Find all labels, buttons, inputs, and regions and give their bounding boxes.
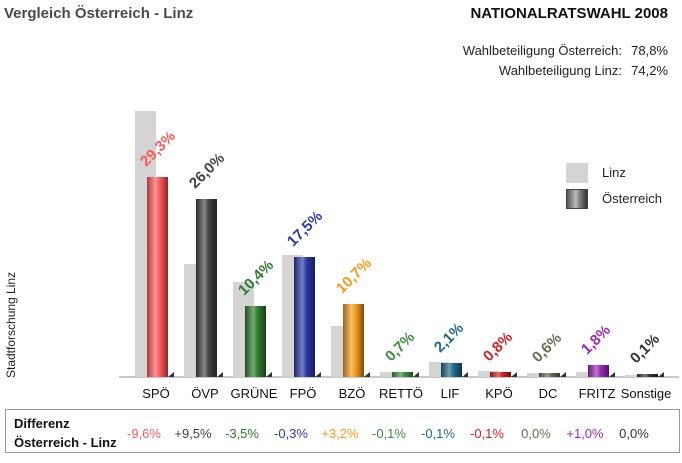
category-label-lif: LIF [440, 386, 460, 401]
value-label-fritz: 1,8% [577, 321, 615, 358]
difference-value-fpoe: -0,3% [274, 426, 308, 441]
value-label-dc: 0,6% [528, 329, 566, 366]
turnout-austria: Wahlbeteiligung Österreich: 78,8% [463, 43, 668, 58]
bar-oesterreich-oevp [196, 199, 217, 377]
bar-shadow [364, 372, 370, 377]
turnout-austria-value: 78,8% [631, 43, 668, 58]
difference-table: Differenz Österreich - Linz -9,6% +9,5% -3… [5, 409, 680, 453]
difference-value-sonstige: 0,0% [619, 426, 649, 441]
category-label-kpoe: KPÖ [485, 386, 513, 401]
bar-shadow [315, 372, 321, 377]
difference-value-spoe: -9,6% [127, 426, 161, 441]
x-axis-baseline [119, 376, 679, 378]
value-label-lif: 2,1% [430, 319, 468, 356]
category-label-rettoe: RETTÖ [378, 386, 424, 401]
difference-value-rettoe: -0,1% [372, 426, 406, 441]
bar-shadow [658, 372, 664, 377]
value-label-oevp: 26,0% [185, 150, 229, 193]
bar-shadow [266, 372, 272, 377]
difference-value-bzoe: +3,2% [321, 426, 359, 441]
difference-label-line1: Differenz [14, 416, 70, 431]
value-label-sonstige: 0,1% [626, 330, 664, 367]
value-label-bzoe: 10,7% [332, 254, 376, 297]
turnout-austria-label: Wahlbeteiligung Österreich: [462, 43, 622, 58]
category-label-oevp: ÖVP [191, 386, 219, 401]
category-label-fritz: FRITZ [578, 386, 616, 401]
legend-label-oesterreich: Österreich [602, 191, 662, 206]
bar-shadow [168, 372, 174, 377]
bar-oesterreich-spoe [147, 176, 168, 377]
bar-oesterreich-fpoe [294, 257, 315, 377]
chart-title: Vergleich Österreich - Linz [4, 5, 194, 22]
bar-shadow [217, 372, 223, 377]
bar-shadow [609, 372, 615, 377]
bar-oesterreich-kpoe [490, 371, 511, 377]
difference-label-line2: Österreich - Linz [14, 435, 117, 450]
bar-oesterreich-gruene [245, 305, 266, 377]
bar-shadow [560, 372, 566, 377]
value-label-rettoe: 0,7% [381, 329, 419, 366]
turnout-linz-label: Wahlbeteiligung Linz: [498, 63, 622, 78]
value-label-fpoe: 17,5% [283, 208, 327, 251]
bar-oesterreich-lif [441, 362, 462, 377]
bar-shadow [511, 372, 517, 377]
category-label-sonstige: Sonstige [620, 386, 672, 401]
turnout-linz: Wahlbeteiligung Linz: 74,2% [499, 63, 668, 78]
difference-value-dc: 0,0% [521, 426, 551, 441]
category-label-fpoe: FPÖ [289, 386, 317, 401]
difference-value-fritz: +1,0% [566, 426, 604, 441]
bar-shadow [413, 372, 419, 377]
bar-oesterreich-bzoe [343, 303, 364, 377]
bar-linz-rettoe [380, 371, 401, 377]
value-label-kpoe: 0,8% [479, 328, 517, 365]
turnout-linz-value: 74,2% [631, 63, 668, 78]
bar-oesterreich-dc [539, 372, 560, 377]
bar-linz-sonstige [625, 375, 646, 377]
bar-oesterreich-fritz [588, 364, 609, 377]
bar-linz-dc [527, 372, 548, 377]
category-label-bzoe: BZÖ [338, 386, 366, 401]
bar-oesterreich-sonstige [637, 374, 658, 377]
value-label-gruene: 10,4% [234, 256, 278, 299]
bar-linz-kpoe [478, 370, 499, 377]
bar-oesterreich-rettoe [392, 372, 413, 377]
difference-value-lif: -0,1% [421, 426, 455, 441]
election-title: NATIONALRATSWAHL 2008 [470, 5, 668, 22]
bar-linz-fritz [576, 371, 597, 377]
difference-value-kpoe: -0,1% [470, 426, 504, 441]
difference-value-gruene: -3,5% [225, 426, 259, 441]
legend-swatch-linz [566, 163, 588, 183]
bar-shadow [462, 372, 468, 377]
category-label-gruene: GRÜNE [230, 386, 278, 401]
difference-value-oevp: +9,5% [174, 426, 212, 441]
legend-swatch-oesterreich [566, 189, 588, 209]
category-label-spoe: SPÖ [142, 386, 170, 401]
category-label-dc: DC [538, 386, 558, 401]
y-axis-label: Stadtforschung Linz [4, 271, 18, 378]
difference-label: Differenz Österreich - Linz [14, 414, 117, 452]
legend-label-linz: Linz [602, 165, 626, 180]
